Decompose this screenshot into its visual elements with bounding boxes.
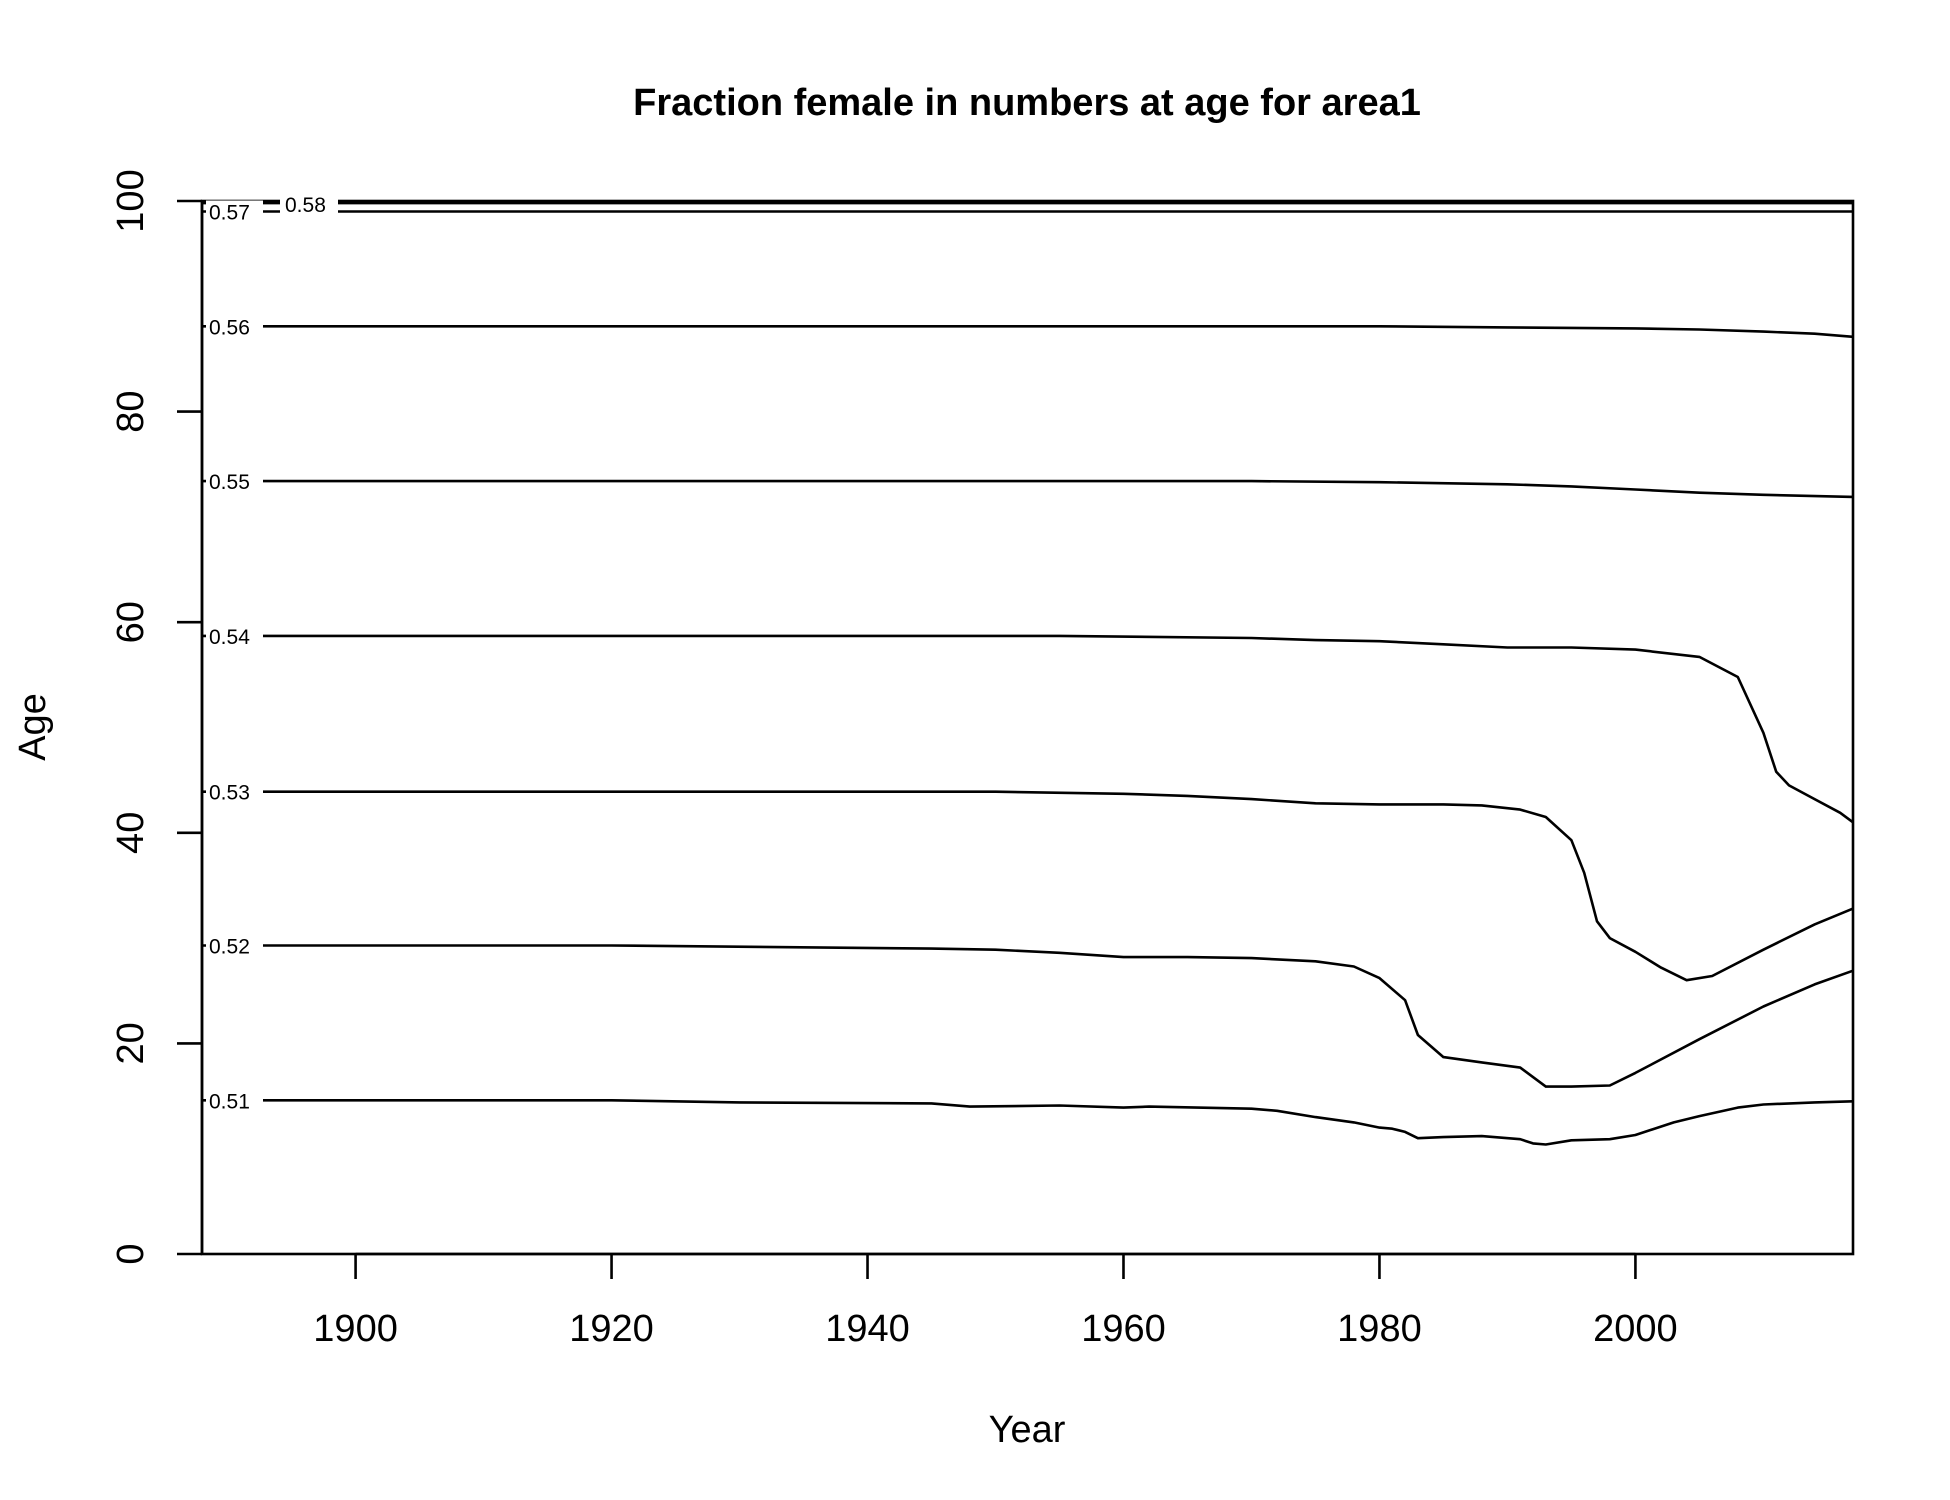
- contour-label-bg: [206, 1089, 263, 1112]
- y-tick-label: 60: [110, 601, 152, 643]
- contour-line-0.55: [202, 479, 1854, 499]
- contour-line-0.56: [202, 324, 1854, 339]
- contour-label-0.53: 0.53: [209, 782, 250, 805]
- contour-label-0.51: 0.51: [209, 1090, 250, 1113]
- contour-label-bg: [280, 196, 338, 216]
- y-tick-label: 100: [110, 169, 152, 232]
- contour-label-bg: [206, 315, 263, 338]
- x-axis: 1900 1920 1940 1960 1980 2000: [313, 1252, 1678, 1350]
- x-axis-label: Year: [989, 1409, 1066, 1451]
- y-tick-label: 0: [110, 1243, 152, 1264]
- x-tick-label: 1920: [569, 1308, 654, 1350]
- contour-label-0.52: 0.52: [209, 935, 250, 958]
- x-tick-label: 1940: [825, 1308, 910, 1350]
- contour-lines: [202, 201, 1854, 1146]
- y-tick-label: 20: [110, 1022, 152, 1064]
- x-tick-label: 1900: [313, 1308, 398, 1350]
- chart-title: Fraction female in numbers at age for ar…: [633, 82, 1421, 124]
- contour-label-0.54: 0.54: [209, 626, 250, 649]
- contour-label-bg: [206, 624, 263, 647]
- contour-label-bg: [206, 934, 263, 957]
- contour-line-0.51: [202, 1099, 1854, 1146]
- contour-line-0.54: [202, 634, 1854, 824]
- contour-line-0.53: [202, 790, 1854, 982]
- y-axis-label: Age: [12, 693, 54, 761]
- contour-label-0.56: 0.56: [209, 316, 250, 339]
- contour-labels: 0.51 0.52 0.53 0.54 0.55 0.56 0.57 0.58: [206, 194, 338, 1113]
- contour-label-0.55: 0.55: [209, 471, 250, 494]
- y-axis: 0 20 40 60 80 100: [110, 169, 204, 1265]
- contour-label-bg: [206, 200, 263, 223]
- x-tick-label: 1960: [1081, 1308, 1166, 1350]
- y-tick-label: 40: [110, 812, 152, 854]
- y-tick-label: 80: [110, 390, 152, 432]
- x-tick-label: 2000: [1593, 1308, 1678, 1350]
- contour-label-0.58: 0.58: [285, 194, 326, 217]
- contour-line-0.52: [202, 944, 1854, 1088]
- contour-label-bg: [206, 470, 263, 493]
- contour-label-bg: [206, 780, 263, 803]
- x-tick-label: 1980: [1337, 1308, 1422, 1350]
- contour-label-0.57: 0.57: [209, 202, 250, 225]
- plot-frame: [200, 199, 1855, 1256]
